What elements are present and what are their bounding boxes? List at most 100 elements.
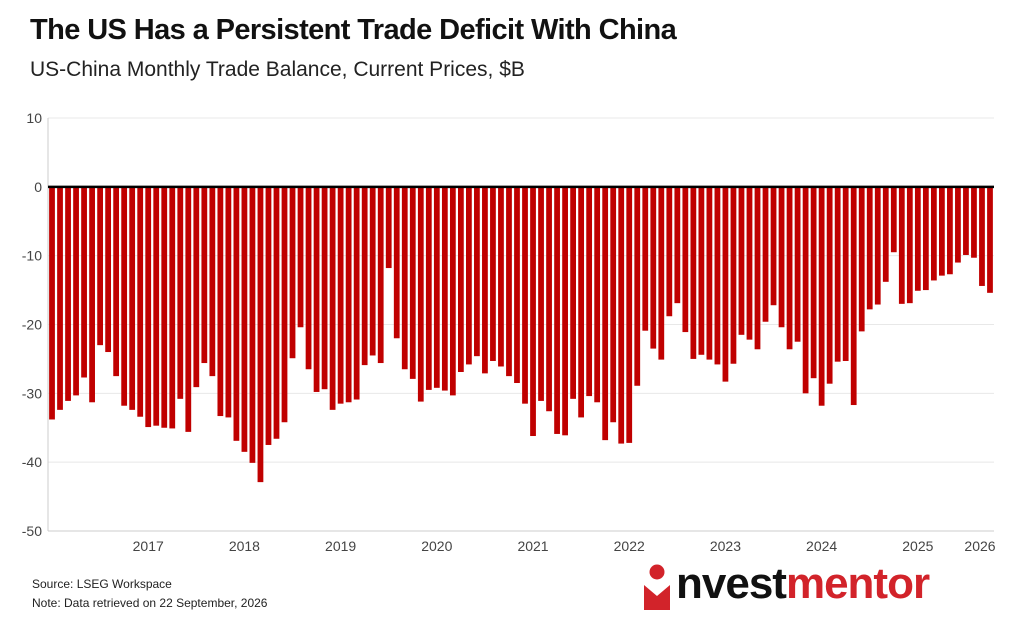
- x-tick-label: 2023: [710, 538, 741, 554]
- bar: [930, 186, 937, 281]
- chart-title: The US Has a Persistent Trade Deficit Wi…: [30, 14, 677, 46]
- bar: [105, 186, 112, 353]
- bar: [546, 186, 552, 412]
- bar: [722, 186, 729, 382]
- bar: [377, 186, 384, 364]
- bar: [906, 186, 913, 304]
- bar: [474, 186, 480, 357]
- bar: [898, 186, 905, 304]
- bar: [810, 186, 817, 379]
- x-tick-label: 2025: [902, 538, 933, 554]
- x-axis-ticks: 2017 2018 2019 2020 2021 2022 2023 2024 2025 2026: [133, 538, 996, 554]
- bar: [161, 186, 168, 428]
- bar: [73, 186, 79, 396]
- bar: [217, 186, 224, 417]
- bar: [153, 186, 160, 426]
- bar: [882, 186, 889, 282]
- bar: [522, 186, 528, 404]
- bar: [361, 186, 368, 366]
- bar: [834, 186, 841, 362]
- bar: [185, 186, 192, 432]
- bar: [778, 186, 785, 328]
- bar: [586, 186, 593, 397]
- bar: [145, 186, 152, 428]
- bar: [610, 186, 617, 423]
- x-tick-label: 2024: [806, 538, 837, 554]
- bar: [578, 186, 585, 418]
- bar: [514, 186, 520, 384]
- y-tick-label: -40: [22, 454, 42, 470]
- bar: [730, 186, 737, 364]
- bar: [866, 186, 873, 310]
- bar: [914, 186, 921, 291]
- bar: [337, 186, 344, 404]
- x-tick-label: 2018: [229, 538, 260, 554]
- y-tick-label: -50: [22, 523, 42, 539]
- bar: [979, 186, 985, 286]
- person-i-icon: [644, 564, 670, 610]
- x-tick-label: 2019: [325, 538, 356, 554]
- bar: [618, 186, 625, 444]
- bar: [137, 186, 144, 417]
- bar: [530, 186, 536, 437]
- bar: [193, 186, 200, 388]
- bar: [842, 186, 849, 361]
- bars: [48, 185, 994, 483]
- bar: [257, 186, 264, 483]
- bar: [794, 186, 801, 342]
- x-tick-label: 2017: [133, 538, 164, 554]
- bar: [971, 186, 977, 258]
- bar: [177, 186, 184, 399]
- bar: [201, 186, 208, 364]
- y-tick-label: -10: [22, 248, 42, 264]
- bar: [65, 186, 71, 401]
- source-note: Source: LSEG Workspace: [32, 577, 172, 591]
- investmentor-logo: nvestmentor: [676, 558, 930, 610]
- bar: [818, 186, 825, 406]
- bar: [457, 186, 464, 372]
- chart-subtitle: US-China Monthly Trade Balance, Current …: [30, 58, 525, 81]
- bar: [417, 186, 424, 402]
- y-tick-label: 0: [34, 179, 42, 195]
- bar: [89, 186, 95, 403]
- bar: [890, 186, 897, 253]
- y-axis-ticks: 10 0 -10 -20 -30 -40 -50: [22, 110, 42, 539]
- bar: [313, 186, 320, 392]
- bar: [441, 186, 448, 391]
- bar: [490, 186, 496, 361]
- bar: [129, 186, 136, 410]
- bar: [947, 186, 953, 275]
- bar: [826, 186, 833, 384]
- bar: [738, 186, 745, 335]
- x-tick-label: 2022: [614, 538, 645, 554]
- bar: [305, 186, 312, 370]
- bar: [506, 186, 512, 377]
- bar: [369, 186, 376, 356]
- bar: [329, 186, 336, 410]
- bar: [770, 186, 777, 306]
- bar: [786, 186, 793, 350]
- bar: [409, 186, 416, 379]
- bar: [554, 186, 560, 434]
- bar: [754, 186, 761, 350]
- logo-text-part1: nvest: [676, 559, 787, 608]
- x-tick-label: 2020: [421, 538, 452, 554]
- bar: [241, 186, 248, 452]
- bar: [642, 186, 649, 331]
- bar: [121, 186, 128, 406]
- bar: [698, 186, 705, 355]
- bar: [850, 186, 857, 406]
- bar: [449, 186, 456, 396]
- bar: [225, 186, 232, 418]
- bar: [81, 186, 87, 378]
- bar: [955, 186, 961, 263]
- bar: [57, 186, 63, 410]
- bar: [113, 186, 120, 377]
- bar: [385, 186, 392, 269]
- logo-text-part2: mentor: [785, 559, 930, 608]
- data-retrieval-note: Note: Data retrieved on 22 September, 20…: [32, 596, 268, 610]
- bar: [321, 186, 328, 390]
- bar: [963, 186, 969, 255]
- bar: [570, 186, 576, 399]
